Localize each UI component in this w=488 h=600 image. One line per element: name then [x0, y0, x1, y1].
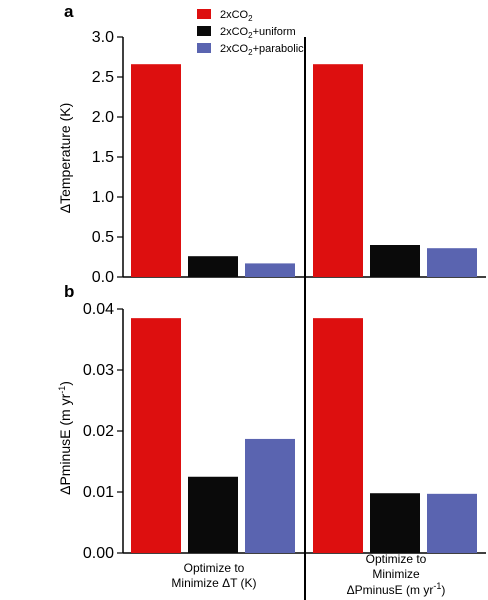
- group-label-1-line2: Minimize ΔT (K): [171, 576, 256, 590]
- group-label-2-line2: Minimize: [372, 567, 420, 581]
- panel-a-bar-group1-series2: [188, 256, 238, 277]
- panel-b-bar-group1-series3: [245, 438, 295, 553]
- group-label-2-line3: ΔPminusE (m yr-1): [347, 581, 446, 597]
- panel-a-ylabel: ΔTemperature (K): [57, 103, 73, 214]
- group-label-1-line1: Optimize to: [184, 561, 245, 575]
- panel-b-tick-label: 0.02: [83, 423, 114, 440]
- panel-b-bars: [131, 318, 477, 553]
- legend-label-2xco2-parabolic: 2xCO2+parabolic: [220, 43, 304, 57]
- panel-a-tick-label: 1.5: [92, 149, 114, 166]
- panel-a-bar-group1-series3: [245, 263, 295, 277]
- panel-b-bar-group1-series1: [131, 318, 181, 553]
- panel-b-bar-group2-series3: [427, 493, 477, 553]
- panel-a-tick-label: 2.0: [92, 109, 114, 126]
- group-label-2-line1: Optimize to: [366, 552, 427, 566]
- legend-label-2xco2: 2xCO2: [220, 9, 253, 23]
- panel-a-tick-label: 0.0: [92, 269, 114, 286]
- panel-b-bar-group1-series2: [188, 476, 238, 553]
- panel-a-bar-group1-series1: [131, 64, 181, 277]
- panel-b-bar-group2-series1: [313, 318, 363, 553]
- legend: 2xCO2 2xCO2+uniform 2xCO2+parabolic: [197, 9, 304, 57]
- legend-swatch-2xco2: [197, 9, 211, 19]
- panel-a-tick-label: 3.0: [92, 29, 114, 46]
- legend-swatch-2xco2-parabolic: [197, 43, 211, 53]
- panel-b-letter: b: [64, 282, 74, 301]
- panel-a-tick-label: 0.5: [92, 229, 114, 246]
- panel-b-tick-label: 0.00: [83, 545, 114, 562]
- panel-a-bar-group2-series3: [427, 248, 477, 277]
- panel-b-tick-label: 0.01: [83, 484, 114, 501]
- panel-a-tick-label: 2.5: [92, 69, 114, 86]
- panel-b-ylabel: ΔPminusE (m yr-1): [57, 381, 73, 495]
- panel-b-tick-label: 0.04: [83, 301, 114, 318]
- panel-a-bar-group2-series2: [370, 245, 420, 277]
- legend-label-2xco2-uniform: 2xCO2+uniform: [220, 26, 296, 40]
- panel-b-ticks: 0.00 0.01 0.02 0.03 0.04: [83, 301, 123, 562]
- legend-swatch-2xco2-uniform: [197, 26, 211, 36]
- panel-b-tick-label: 0.03: [83, 362, 114, 379]
- panel-a-letter: a: [64, 2, 74, 21]
- panel-b-bar-group2-series2: [370, 493, 420, 553]
- panel-a-tick-label: 1.0: [92, 189, 114, 206]
- panel-a-bars: [131, 64, 477, 277]
- panel-a-ticks: 0.0 0.5 1.0 1.5 2.0 2.5 3.0: [92, 29, 123, 286]
- panel-a-bar-group2-series1: [313, 64, 363, 277]
